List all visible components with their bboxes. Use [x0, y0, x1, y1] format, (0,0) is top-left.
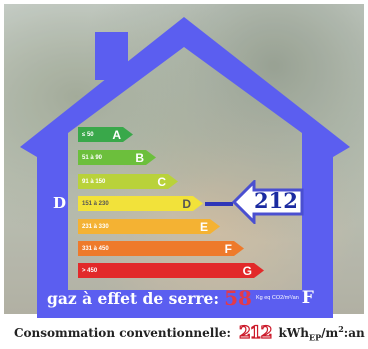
ges-unit: Kg eq CO2/m²/an — [255, 295, 299, 301]
rating-arrow-icon — [232, 180, 304, 224]
scale-bar-d: 151 à 230 D — [78, 196, 203, 211]
consumption-footer: Consommation conventionnelle: 212 kWhEP/… — [14, 322, 365, 344]
scale-range: 151 à 230 — [82, 200, 109, 207]
scale-bar-b: 51 à 90 B — [78, 150, 156, 165]
scale-letter: D — [182, 196, 191, 211]
scale-range: > 450 — [82, 267, 98, 274]
scale-letter: F — [224, 241, 232, 256]
consumption-label: Consommation conventionnelle: — [14, 326, 231, 340]
consumption-value: 212 — [238, 322, 273, 343]
scale-letter: B — [135, 150, 144, 165]
scale-bar-g: > 450 G — [78, 263, 264, 278]
rating-value: 212 — [254, 188, 298, 213]
scale-range: 231 à 330 — [82, 223, 109, 230]
scale-letter: A — [112, 127, 121, 142]
scale-range: 51 à 90 — [82, 154, 103, 161]
rating-class-letter: D — [53, 194, 67, 212]
unit-main: kWh — [278, 325, 309, 340]
scale-bar-f: 331 à 450 F — [78, 241, 244, 256]
scale-letter: E — [199, 219, 208, 234]
ges-value: 58 — [224, 286, 252, 310]
unit-sub: EP — [308, 332, 322, 343]
scale-letter: C — [157, 174, 166, 189]
scale-bar-a: ≤ 50 A — [78, 127, 133, 142]
unit-end: :an — [343, 325, 365, 340]
scale-range: ≤ 50 — [82, 131, 94, 138]
scale-bar-c: 91 à 150 C — [78, 174, 178, 189]
consumption-unit: kWhEP/m2:an — [278, 324, 364, 342]
ges-line: gaz à effet de serre: 58 Kg eq CO2/m²/an… — [47, 284, 330, 312]
unit-sup: 2 — [338, 323, 344, 334]
unit-tail: /m — [321, 325, 339, 340]
scale-bar-e: 231 à 330 E — [78, 219, 220, 234]
scale-range: 331 à 450 — [82, 245, 109, 252]
scale-letter: G — [242, 263, 252, 278]
scale-range: 91 à 150 — [82, 178, 106, 185]
ges-label: gaz à effet de serre: — [47, 288, 220, 308]
ges-letter: F — [301, 288, 314, 308]
